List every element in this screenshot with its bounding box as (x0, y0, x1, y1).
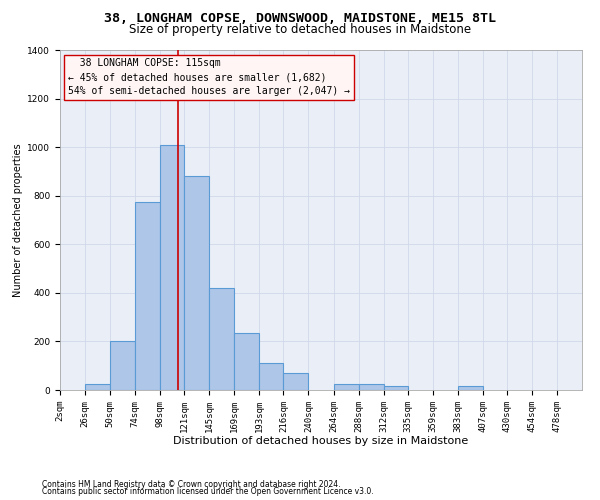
Bar (209, 288, 235, 390)
Bar (283, 373, 308, 390)
Bar (334, 384, 359, 390)
Bar (259, 364, 283, 390)
Bar (85, 384, 110, 390)
X-axis label: Distribution of detached houses by size in Maidstone: Distribution of detached houses by size … (173, 436, 469, 446)
Bar (184, 176, 209, 390)
Bar (160, 144, 184, 390)
Bar (359, 384, 383, 390)
Bar (458, 386, 483, 390)
Bar (135, 202, 160, 390)
Text: Contains HM Land Registry data © Crown copyright and database right 2024.: Contains HM Land Registry data © Crown c… (42, 480, 341, 489)
Bar (235, 333, 259, 390)
Text: 38, LONGHAM COPSE, DOWNSWOOD, MAIDSTONE, ME15 8TL: 38, LONGHAM COPSE, DOWNSWOOD, MAIDSTONE,… (104, 12, 496, 26)
Text: Contains public sector information licensed under the Open Government Licence v3: Contains public sector information licen… (42, 487, 374, 496)
Bar (110, 342, 135, 390)
Text: Size of property relative to detached houses in Maidstone: Size of property relative to detached ho… (129, 22, 471, 36)
Text: 38 LONGHAM COPSE: 115sqm  
← 45% of detached houses are smaller (1,682)
54% of s: 38 LONGHAM COPSE: 115sqm ← 45% of detach… (68, 58, 350, 96)
Bar (383, 386, 407, 390)
Y-axis label: Number of detached properties: Number of detached properties (13, 143, 23, 297)
